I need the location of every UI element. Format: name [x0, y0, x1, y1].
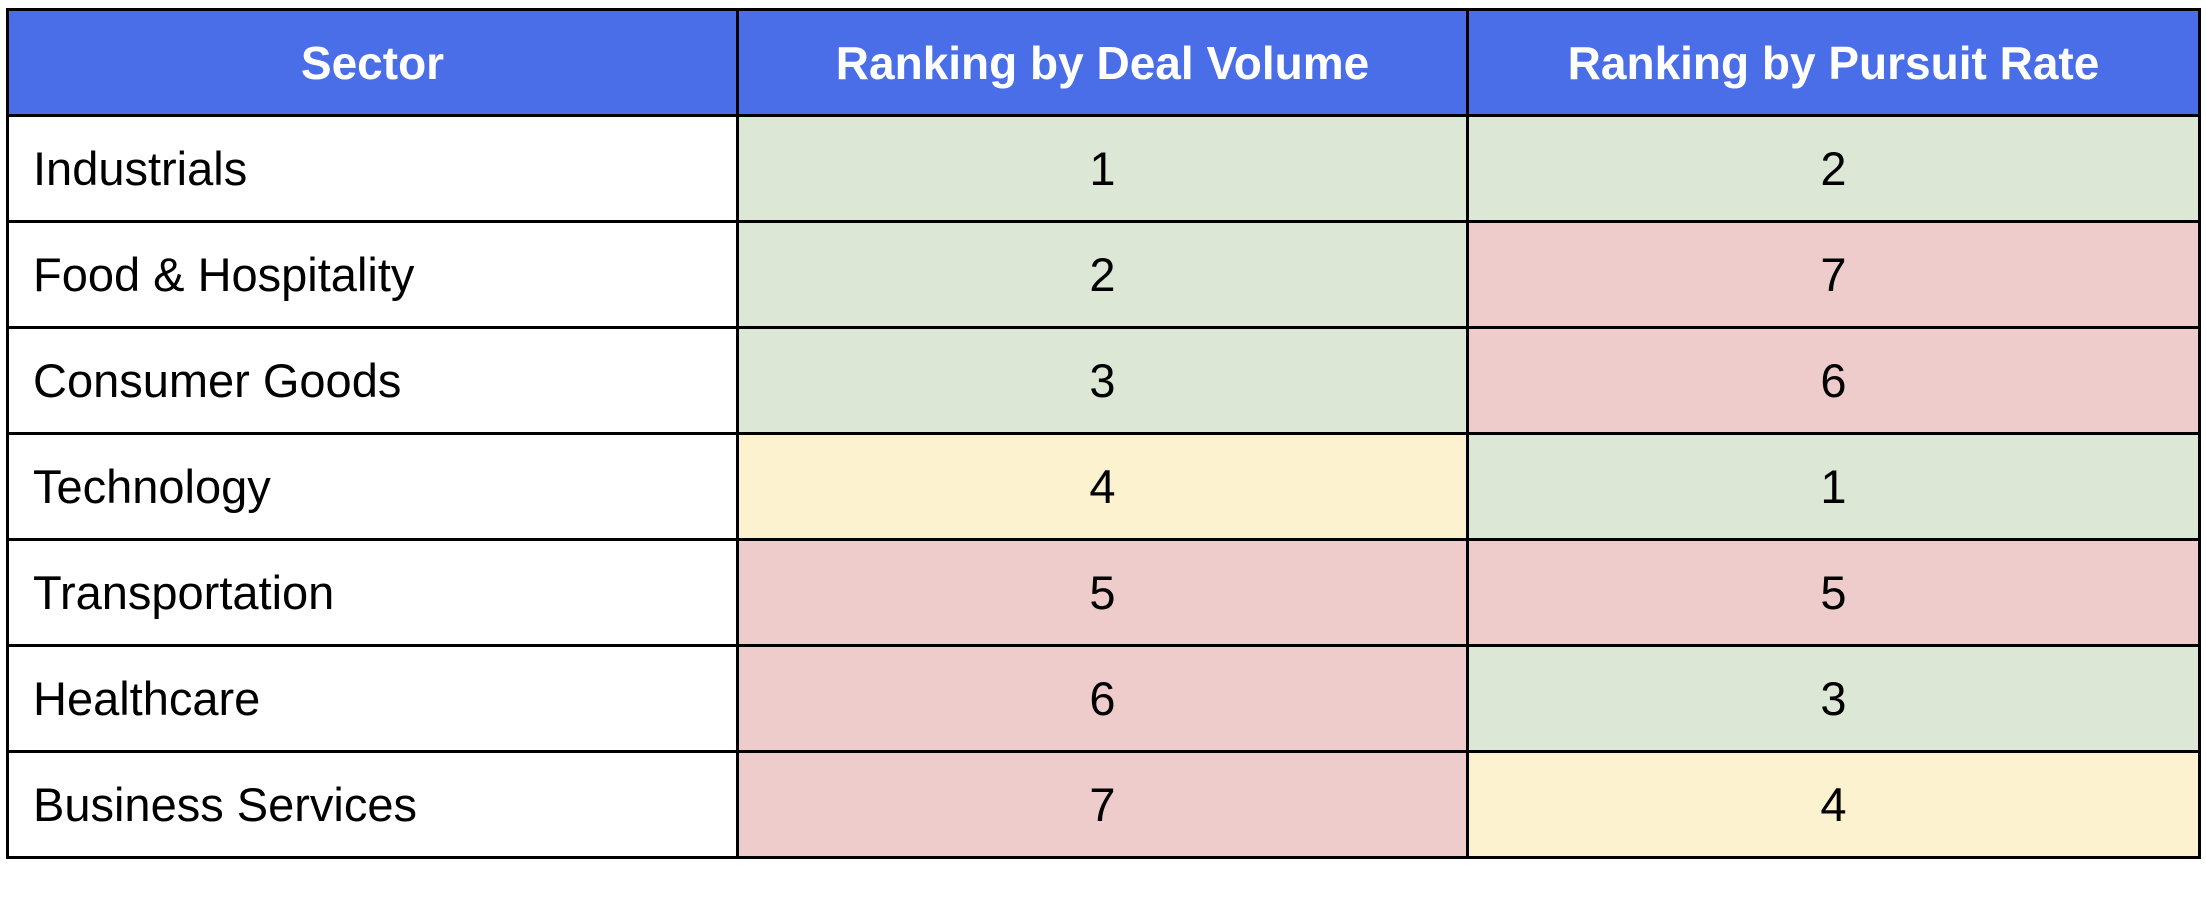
ranking-table-container: Sector Ranking by Deal Volume Ranking by…: [6, 8, 2201, 859]
table-row: Food & Hospitality 2 7: [6, 220, 2201, 329]
sector-cell: Healthcare: [6, 644, 739, 753]
pursuit-rate-rank-cell: 2: [1466, 114, 2201, 223]
header-pursuit-rate: Ranking by Pursuit Rate: [1466, 8, 2201, 117]
deal-volume-rank-cell: 1: [736, 114, 1469, 223]
sector-cell: Industrials: [6, 114, 739, 223]
pursuit-rate-rank-cell: 5: [1466, 538, 2201, 647]
header-sector: Sector: [6, 8, 739, 117]
deal-volume-rank-cell: 6: [736, 644, 1469, 753]
sector-cell: Technology: [6, 432, 739, 541]
pursuit-rate-rank-cell: 3: [1466, 644, 2201, 753]
sector-ranking-table: Sector Ranking by Deal Volume Ranking by…: [6, 8, 2201, 859]
table-body: Industrials 1 2 Food & Hospitality 2 7 Consume…: [6, 114, 2201, 859]
table-row: Healthcare 6 3: [6, 644, 2201, 753]
deal-volume-rank-cell: 5: [736, 538, 1469, 647]
deal-volume-rank-cell: 3: [736, 326, 1469, 435]
table-row: Technology 4 1: [6, 432, 2201, 541]
sector-cell: Transportation: [6, 538, 739, 647]
table-row: Industrials 1 2: [6, 114, 2201, 223]
sector-cell: Food & Hospitality: [6, 220, 739, 329]
sector-cell: Consumer Goods: [6, 326, 739, 435]
pursuit-rate-rank-cell: 1: [1466, 432, 2201, 541]
deal-volume-rank-cell: 2: [736, 220, 1469, 329]
deal-volume-rank-cell: 4: [736, 432, 1469, 541]
deal-volume-rank-cell: 7: [736, 750, 1469, 859]
table-row: Consumer Goods 3 6: [6, 326, 2201, 435]
pursuit-rate-rank-cell: 7: [1466, 220, 2201, 329]
pursuit-rate-rank-cell: 4: [1466, 750, 2201, 859]
table-row: Transportation 5 5: [6, 538, 2201, 647]
header-row: Sector Ranking by Deal Volume Ranking by…: [6, 8, 2201, 117]
sector-cell: Business Services: [6, 750, 739, 859]
header-deal-volume: Ranking by Deal Volume: [736, 8, 1469, 117]
pursuit-rate-rank-cell: 6: [1466, 326, 2201, 435]
table-row: Business Services 7 4: [6, 750, 2201, 859]
